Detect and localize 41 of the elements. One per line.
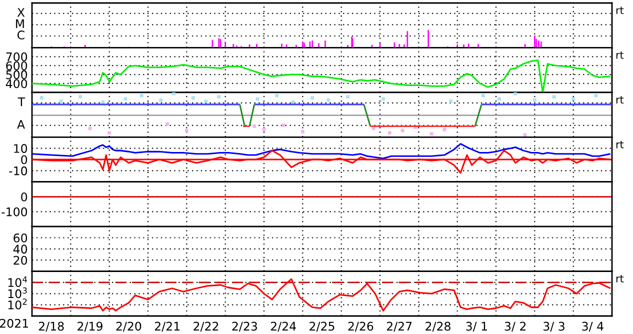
text: rt <box>616 96 624 104</box>
text: A <box>17 120 25 129</box>
x-tick-label: 2/28 <box>426 322 450 332</box>
x-axis-title: 2021 <box>0 318 28 328</box>
text: M <box>16 19 24 28</box>
text: rt <box>616 51 624 59</box>
y-tick-label: 400 <box>6 79 28 88</box>
x-tick-label: 3/ 4 <box>582 322 604 332</box>
y-tick-label: 700 <box>6 52 28 62</box>
text: T <box>18 98 26 106</box>
x-tick-label: 2/26 <box>348 322 374 332</box>
y-tick-label: 10$^{4}$ <box>8 276 27 288</box>
text: rt <box>616 6 624 14</box>
x-tick-label: 2/21 <box>154 322 180 332</box>
y-tick-label: 0 <box>21 192 28 202</box>
x-tick-label: 2/22 <box>194 322 218 332</box>
x-tick-label: 3/ 3 <box>544 322 564 332</box>
y-tick-label: -10 <box>9 166 28 176</box>
y-tick-label: 60 <box>14 233 28 242</box>
y-tick-label: 40 <box>13 244 28 254</box>
y-tick-label: -100 <box>2 207 28 216</box>
x-tick-label: 2/24 <box>270 322 296 332</box>
x-tick-label: 3/ 1 <box>466 322 487 332</box>
y-tick-label: 0 <box>21 155 28 164</box>
x-tick-label: 2/27 <box>386 322 412 332</box>
y-tick-label: 20 <box>14 256 28 265</box>
y-tick-label: 10 <box>14 144 28 153</box>
x-tick-label: 3/ 2 <box>504 322 526 332</box>
y-tick-label: 600 <box>6 61 28 70</box>
y-tick-label: 10$^{2}$ <box>8 298 27 310</box>
text: rt <box>616 275 624 282</box>
text: X <box>17 8 25 17</box>
x-tick-label: 2/25 <box>310 322 334 332</box>
y-tick-label: 500 <box>6 70 28 80</box>
x-tick-label: 2/18 <box>38 322 64 332</box>
x-tick-label: 2/19 <box>78 322 102 332</box>
x-tick-label: 2/20 <box>116 322 142 332</box>
y-tick-label: 10$^{3}$ <box>8 287 27 298</box>
text: rt <box>616 140 624 148</box>
x-tick-label: 2/23 <box>232 322 257 332</box>
text: C <box>17 30 24 40</box>
